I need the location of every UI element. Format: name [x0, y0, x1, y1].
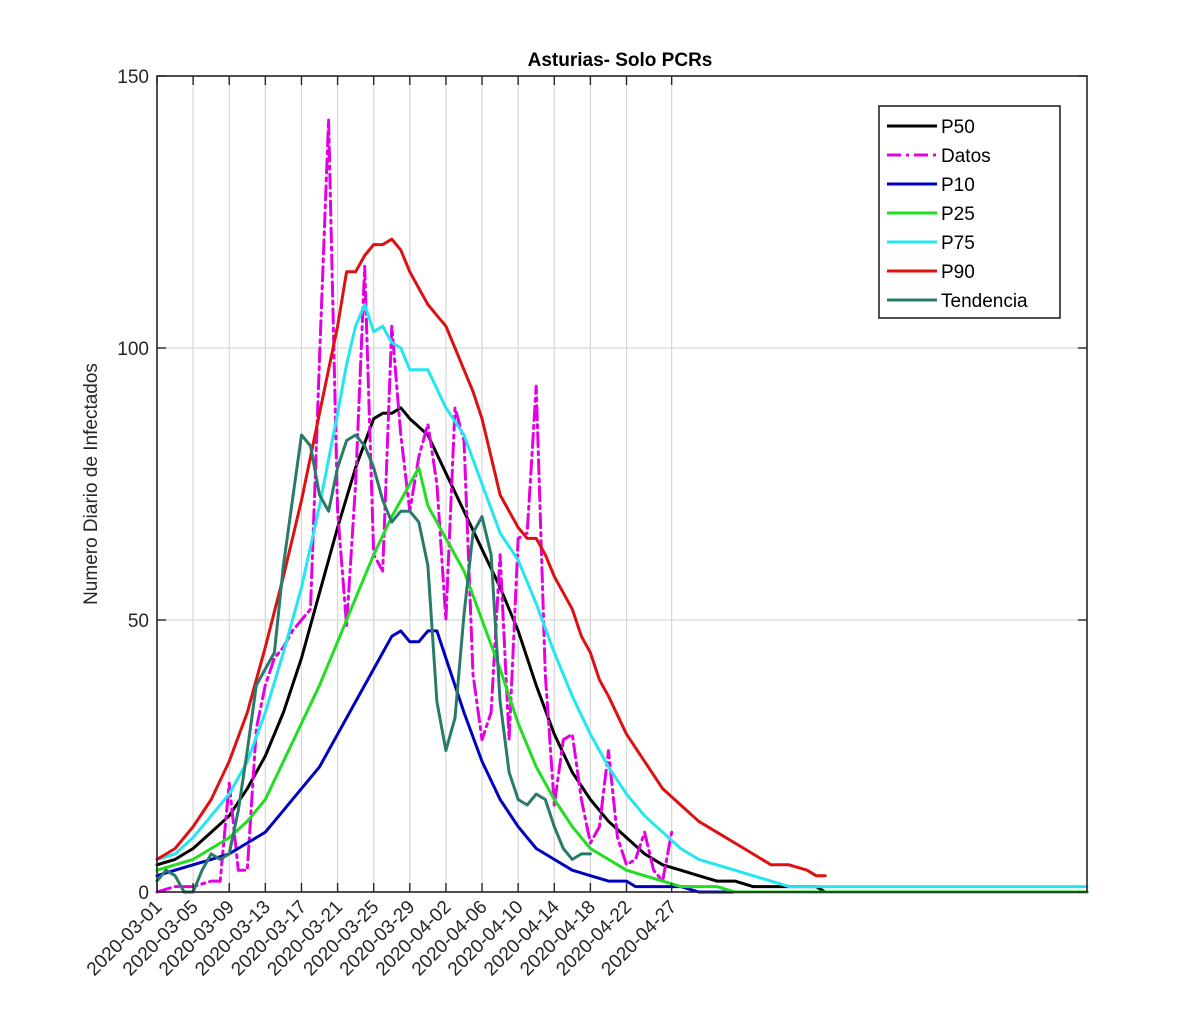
legend: P50 Datos P10 P25 P75 P90 Tendencia	[878, 105, 1061, 319]
legend-entry: Tendencia	[941, 291, 1028, 312]
chart-title: Asturias- Solo PCRs	[528, 50, 713, 71]
legend-entry: P10	[941, 175, 975, 196]
y-tick-label: 0	[138, 883, 149, 904]
legend-entry: Datos	[941, 146, 991, 167]
plot-area-frame	[156, 75, 1088, 893]
legend-entry: P50	[941, 117, 975, 138]
legend-entry: P75	[941, 233, 975, 254]
series-line-datos	[155, 118, 674, 894]
series-line-p75	[155, 303, 1089, 889]
series-line-tendencia	[155, 433, 592, 894]
legend-entry: P90	[941, 262, 975, 283]
y-tick-label: 100	[117, 339, 149, 360]
series-line-p90	[155, 237, 827, 878]
series-group	[155, 118, 1089, 894]
y-ticks: 0 50 100 150	[117, 67, 1087, 904]
y-tick-label: 50	[128, 611, 149, 632]
y-axis-label: Numero Diario de Infectados	[81, 363, 102, 605]
y-tick-label: 150	[117, 67, 149, 88]
series-line-p25	[155, 466, 1089, 894]
legend-entry: P25	[941, 204, 975, 225]
x-ticks: 2020-03-012020-03-052020-03-092020-03-13…	[83, 76, 681, 980]
series-line-p10	[155, 629, 1089, 894]
